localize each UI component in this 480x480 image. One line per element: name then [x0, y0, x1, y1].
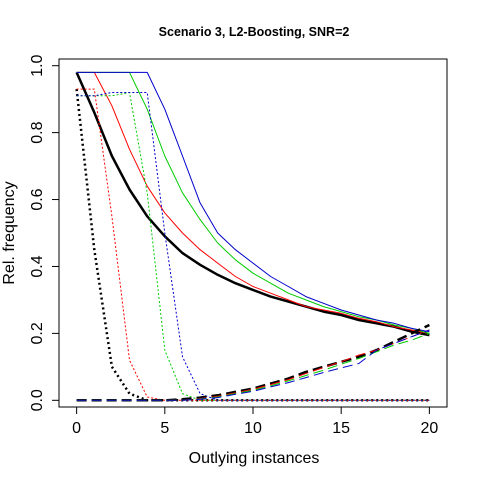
x-axis: 0 5 10 15 20 — [72, 406, 438, 437]
series-line-2 — [76, 71, 430, 334]
y-tick-label: 0.2 — [29, 322, 46, 344]
x-tick-label: 20 — [420, 420, 438, 437]
x-tick-label: 5 — [160, 420, 169, 437]
series-layer — [75, 71, 430, 402]
series-line-3 — [76, 71, 430, 334]
y-tick-label: 0.4 — [29, 255, 46, 277]
series-line-10 — [76, 329, 430, 401]
series-line-12 — [76, 329, 430, 401]
series-line-9 — [76, 323, 430, 402]
series-line-1 — [75, 71, 430, 337]
x-axis-label: Outlying instances — [189, 450, 320, 467]
x-tick-label: 15 — [332, 420, 350, 437]
y-axis-label: Rel. frequency — [1, 181, 18, 284]
y-tick-label: 0.8 — [29, 121, 46, 143]
y-tick-label: 1.0 — [29, 54, 46, 76]
y-tick-label: 0.6 — [29, 188, 46, 210]
y-axis: 0.0 0.2 0.4 0.6 0.8 1.0 — [29, 54, 60, 411]
x-tick-label: 10 — [244, 420, 262, 437]
x-tick-label: 0 — [72, 420, 81, 437]
series-line-6 — [76, 88, 430, 401]
chart-title: Scenario 3, L2-Boosting, SNR=2 — [159, 25, 350, 39]
series-line-4 — [76, 71, 430, 333]
series-line-8 — [76, 92, 430, 401]
y-tick-label: 0.0 — [29, 389, 46, 411]
